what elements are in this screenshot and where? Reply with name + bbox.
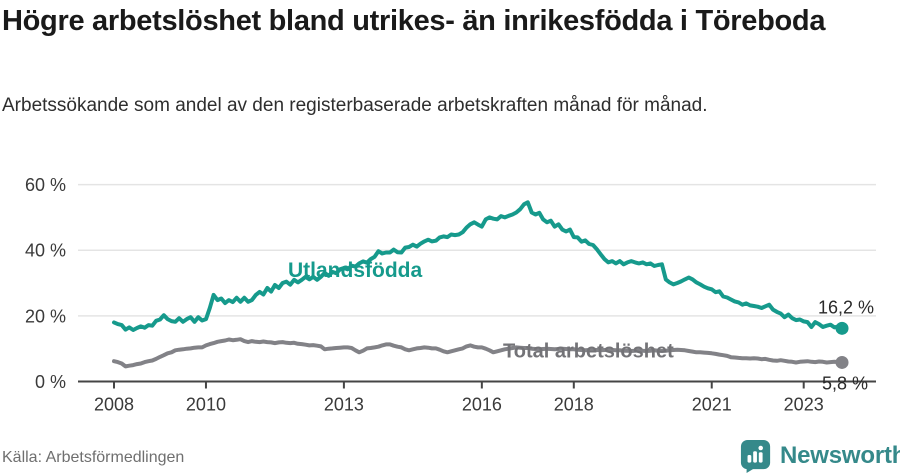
page-title: Högre arbetslöshet bland utrikes- än inr… [2, 5, 826, 37]
series-line-utlandsfodda [112, 200, 844, 332]
x-axis-label-2008: 2008 [94, 395, 134, 415]
x-axis-label-2013: 2013 [324, 395, 364, 415]
y-axis-label-60: 60 % [25, 175, 66, 195]
line-chart: 0 % 20 % 40 % 60 % 2008 2010 2013 2016 2018 2021 2… [25, 175, 876, 415]
series-end-dot-utlandsfodda [835, 321, 849, 335]
brand-lockup: Newsworthy [740, 439, 900, 473]
series-line-total [112, 337, 844, 369]
end-value-label-utlandsfodda: 16,2 % [818, 298, 874, 318]
y-axis-label-40: 40 % [25, 241, 66, 261]
y-axis-label-0: 0 % [35, 372, 66, 392]
chart-subtitle: Arbetssökande som andel av den registerb… [2, 95, 708, 116]
y-axis-label-20: 20 % [25, 306, 66, 326]
newsworthy-wordmark: Newsworthy [780, 442, 900, 469]
series-label-utlandsfodda: Utlandsfödda [288, 259, 422, 282]
x-axis-label-2023: 2023 [784, 395, 824, 415]
source-credit: Källa: Arbetsförmedlingen [2, 449, 185, 466]
series-label-total: Total arbetslöshet [503, 341, 674, 363]
x-axis-label-2021: 2021 [692, 395, 732, 415]
x-axis-label-2018: 2018 [554, 395, 594, 415]
x-axis-label-2010: 2010 [186, 395, 226, 415]
chart-area: 0 % 20 % 40 % 60 % 2008 2010 2013 2016 2018 2021 2… [0, 160, 900, 420]
newsworthy-logo-icon [740, 440, 771, 473]
x-axis-label-2016: 2016 [462, 395, 502, 415]
end-value-label-total: 5,8 % [822, 374, 868, 394]
series-end-dot-total [835, 355, 849, 369]
